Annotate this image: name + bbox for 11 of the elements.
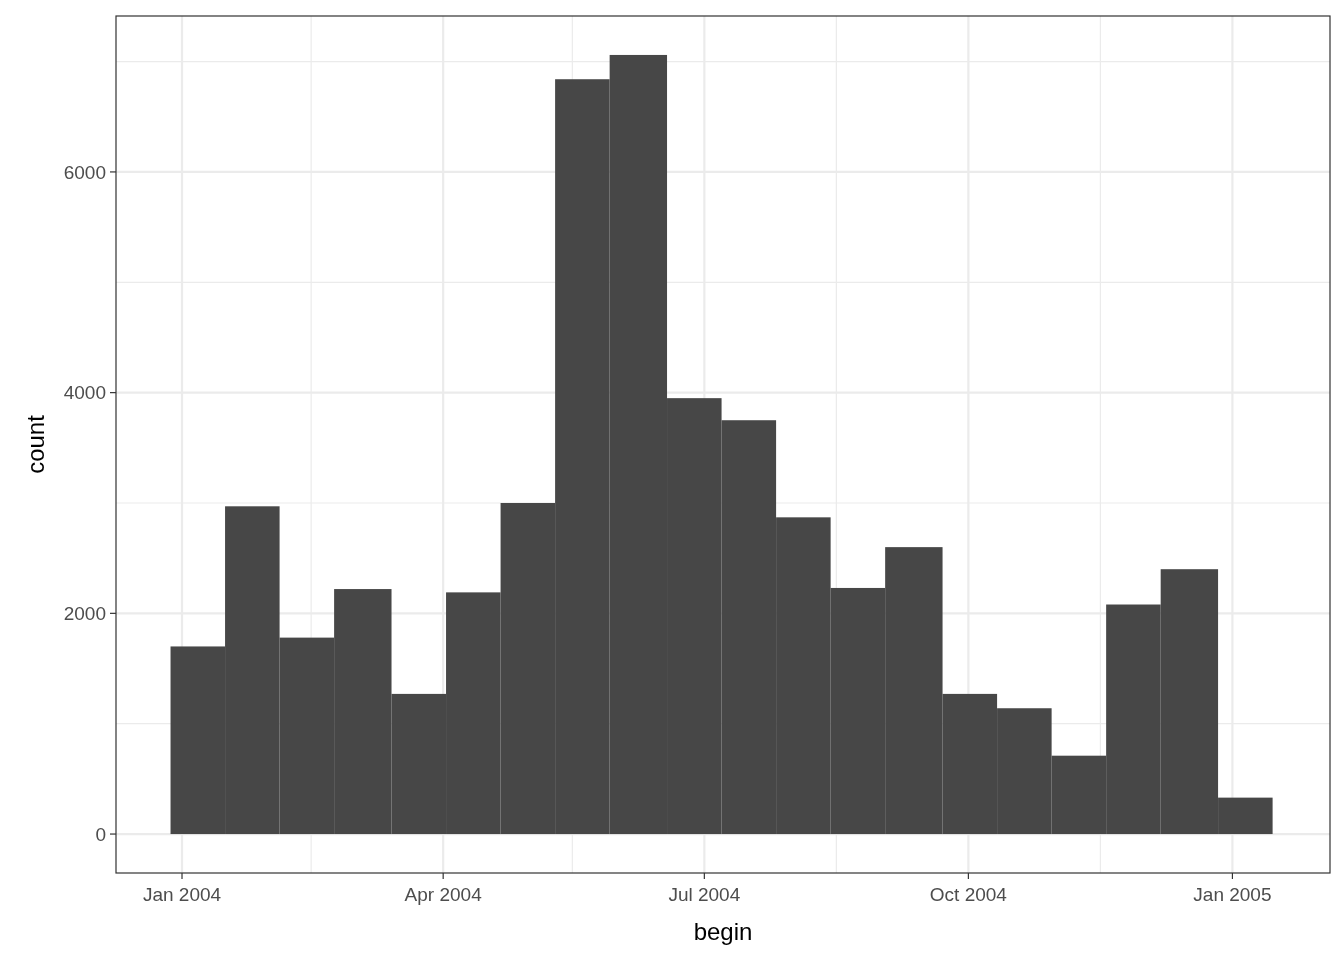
x-tick-label: Apr 2004 (404, 884, 483, 905)
x-tick-label: Jan 2005 (1193, 884, 1272, 905)
x-tick-label: Oct 2004 (929, 884, 1008, 905)
y-tick-label: 6000 (63, 161, 106, 183)
y-axis-title: count (22, 414, 49, 474)
x-tick-label: Jul 2004 (668, 884, 741, 905)
x-tick-label: Jan 2004 (142, 884, 222, 905)
y-tick-label: 4000 (63, 382, 106, 404)
x-axis-title: begin (693, 918, 753, 945)
y-tick-label: 0 (95, 823, 106, 845)
y-tick-label: 2000 (63, 602, 106, 624)
